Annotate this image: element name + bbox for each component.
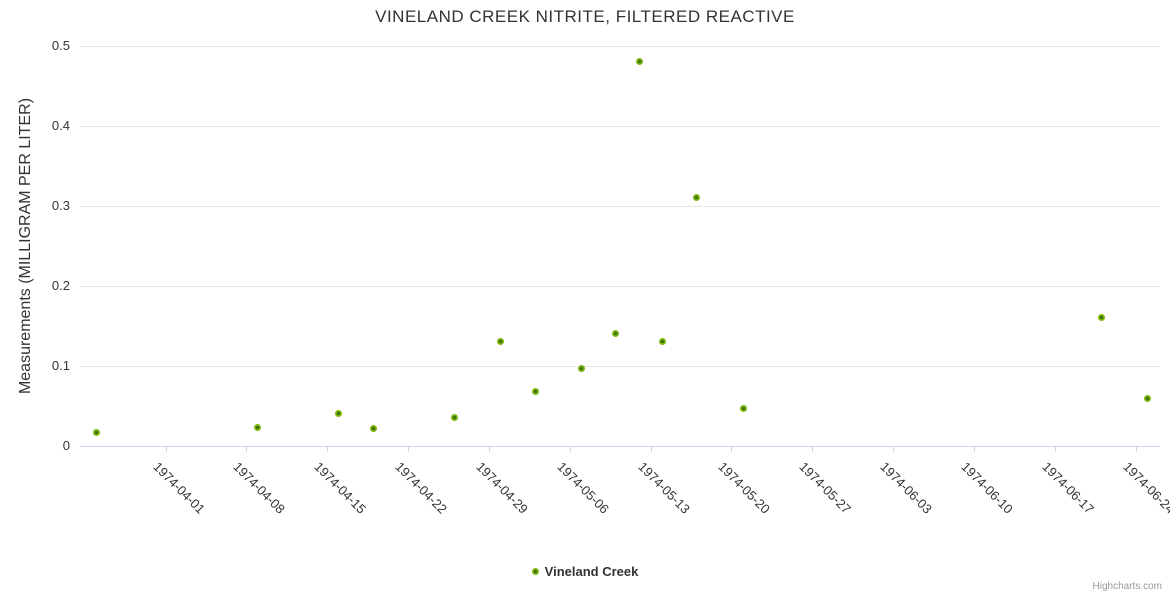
data-point[interactable] (335, 410, 343, 418)
x-axis-tick (327, 445, 329, 452)
y-gridline (80, 365, 1160, 367)
x-axis-label: 1974-05-06 (554, 458, 612, 517)
y-gridline (80, 285, 1160, 287)
data-point[interactable] (531, 387, 539, 395)
x-axis-tick (731, 445, 733, 452)
x-axis-tick (569, 445, 571, 452)
x-axis-tick (893, 445, 895, 452)
legend-series-label: Vineland Creek (544, 564, 639, 579)
highcharts-credits-link[interactable]: Highcharts.com (1092, 581, 1162, 592)
data-point[interactable] (496, 338, 504, 346)
y-axis-label: 0 (62, 437, 70, 453)
x-axis-tick (488, 445, 490, 452)
x-axis-label: 1974-04-01 (149, 458, 208, 517)
data-point[interactable] (658, 338, 666, 346)
legend[interactable]: Vineland Creek (0, 564, 1170, 579)
y-axis-label: 0.2 (51, 277, 70, 293)
data-point[interactable] (1097, 314, 1105, 322)
x-axis-tick (974, 445, 975, 452)
x-axis-line (80, 445, 1160, 447)
x-axis-label: 1974-06-17 (1039, 458, 1097, 517)
data-point[interactable] (92, 429, 100, 437)
data-point[interactable] (635, 58, 643, 66)
y-gridline (80, 205, 1160, 207)
data-point[interactable] (450, 414, 458, 422)
x-axis-tick (1054, 445, 1056, 452)
legend-marker-icon (531, 568, 539, 575)
x-axis-tick (246, 445, 248, 452)
y-axis-label: 0.1 (51, 357, 70, 373)
x-axis-label: 1974-04-29 (473, 458, 531, 517)
data-point[interactable] (254, 423, 262, 431)
x-axis-label: 1974-06-10 (958, 458, 1017, 517)
x-axis-label: 1974-05-20 (715, 458, 774, 517)
x-axis-label: 1974-06-03 (877, 458, 936, 517)
y-axis-title-text: Measurements (MILLIGRAM PER LITER) (17, 97, 34, 395)
x-axis-tick (408, 445, 410, 452)
x-axis-label: 1974-04-08 (230, 458, 289, 517)
data-point[interactable] (612, 330, 620, 338)
y-gridline (80, 125, 1160, 127)
y-axis-label: 0.5 (51, 38, 70, 53)
chart-title: VINELAND CREEK NITRITE, FILTERED REACTIV… (375, 7, 795, 26)
x-axis-tick (1135, 445, 1137, 452)
y-gridline (80, 46, 1160, 47)
x-axis-label: 1974-05-27 (796, 458, 855, 517)
data-point[interactable] (1143, 395, 1151, 403)
x-axis-label: 1974-06-24 (1120, 458, 1170, 517)
x-axis-label: 1974-04-15 (311, 458, 370, 517)
data-point[interactable] (739, 405, 747, 413)
data-point[interactable] (369, 424, 377, 432)
data-point[interactable] (577, 365, 585, 373)
y-axis-label: 0.4 (51, 117, 70, 133)
y-axis-label: 0.3 (51, 197, 70, 213)
x-axis-tick (812, 445, 814, 452)
x-axis-tick (165, 445, 167, 452)
x-axis-tick (650, 445, 652, 452)
x-axis-label: 1974-04-22 (392, 458, 451, 517)
x-axis-label: 1974-05-13 (634, 458, 693, 517)
data-point[interactable] (693, 194, 701, 202)
